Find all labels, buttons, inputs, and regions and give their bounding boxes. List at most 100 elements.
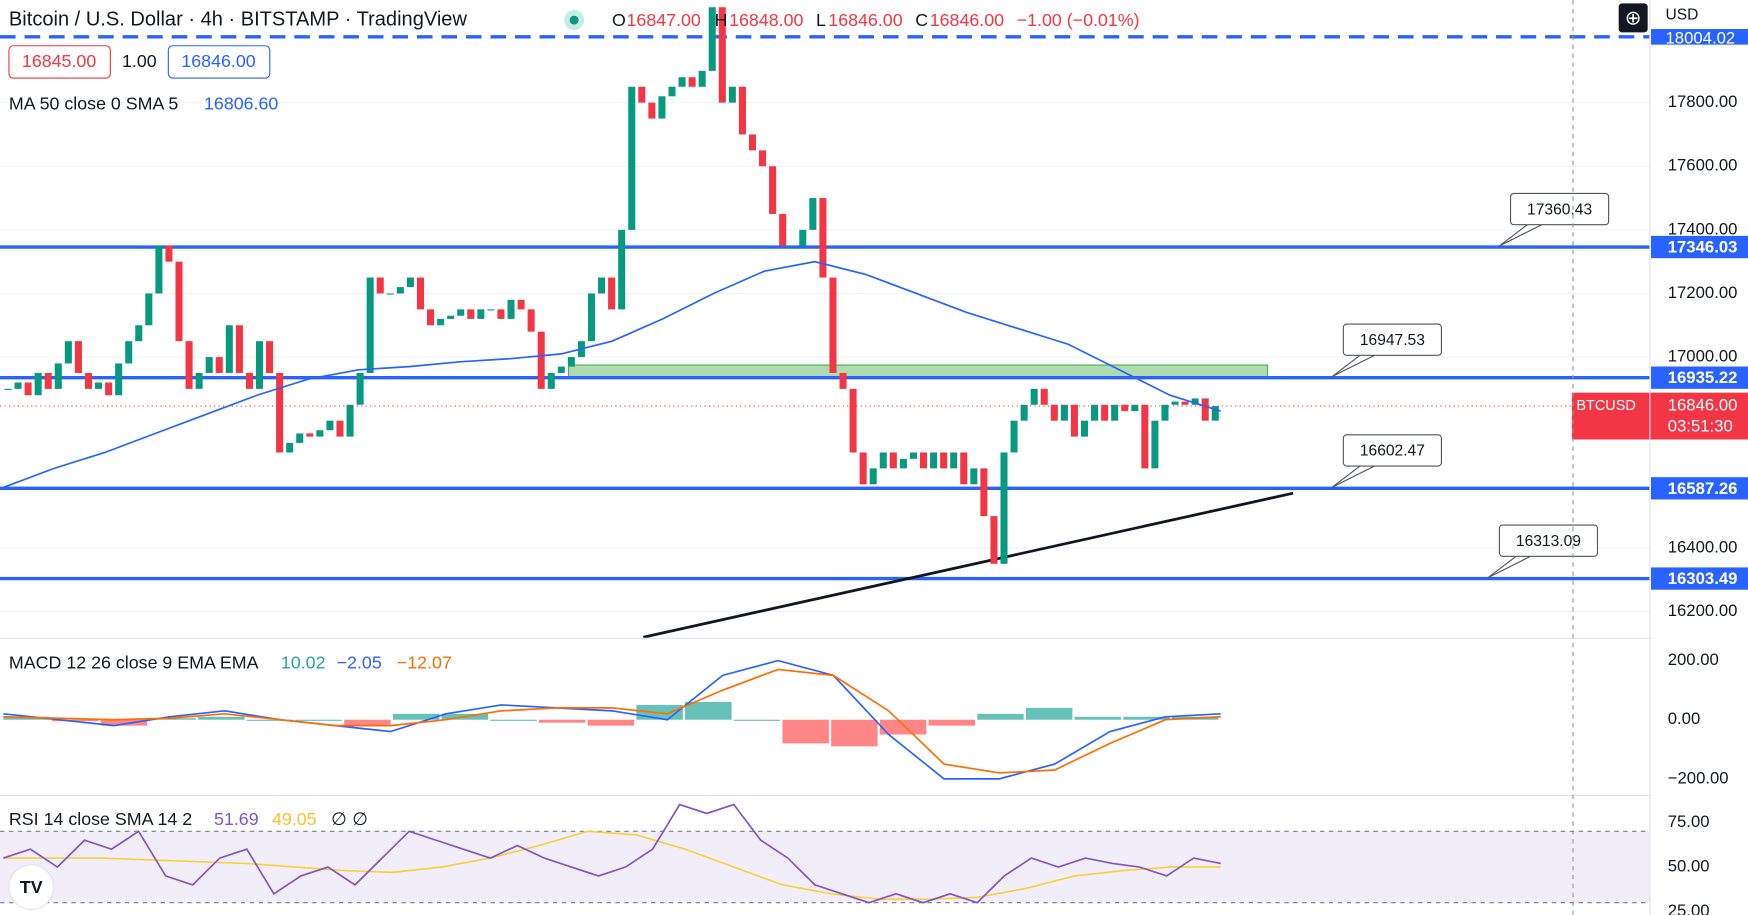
candle <box>799 229 807 246</box>
candle <box>789 245 797 247</box>
macd-hist-bar <box>198 716 245 720</box>
candle <box>718 7 726 103</box>
title: Bitcoin / U.S. Dollar · 4h · BITSTAMP · … <box>9 8 468 30</box>
macd-legend: MACD 12 26 close 9 EMA EMA <box>9 653 259 673</box>
candle <box>155 245 163 294</box>
candle <box>4 388 12 390</box>
candle <box>648 102 656 119</box>
candle <box>869 468 877 485</box>
candle <box>1101 404 1109 421</box>
candle <box>1161 404 1169 421</box>
currency-menu[interactable]: USD <box>1666 7 1699 24</box>
candle <box>779 213 787 246</box>
callout-text: 17360.43 <box>1527 201 1592 218</box>
candle <box>990 516 998 564</box>
candle <box>84 372 92 389</box>
last-price: 16846.00 <box>1668 395 1738 414</box>
level-label-bg <box>1651 235 1748 259</box>
candle <box>638 86 646 103</box>
callout-pointer <box>1331 354 1375 378</box>
macd-hist-bar <box>538 719 586 723</box>
last-price-bg <box>1571 392 1748 440</box>
macd-hist-bar <box>733 719 781 721</box>
callout-pointer <box>1499 224 1543 247</box>
candle <box>930 452 938 469</box>
candle <box>517 299 525 310</box>
candle <box>1050 404 1058 421</box>
callout-box <box>1509 192 1610 226</box>
candle <box>1171 401 1179 405</box>
candle <box>507 299 515 319</box>
candle <box>1060 404 1068 421</box>
candle <box>255 341 264 389</box>
level-label-bg <box>1651 477 1748 500</box>
macd-tick-label: 0.00 <box>1668 709 1701 728</box>
candle <box>1091 404 1099 421</box>
candle <box>487 309 495 311</box>
candle <box>175 261 183 342</box>
candle <box>759 150 767 167</box>
candle <box>1020 404 1028 421</box>
price-tick-label: 16400.00 <box>1668 537 1738 556</box>
macd-hist-bar <box>392 713 440 720</box>
rsi-line <box>3 803 1221 904</box>
candle <box>145 293 153 326</box>
rsi-sma-value: 49.05 <box>272 809 317 829</box>
candle <box>1111 404 1119 421</box>
callout-pointer <box>1487 555 1531 578</box>
macd-hist-bar <box>928 719 976 726</box>
ohlc-label: O <box>612 10 626 30</box>
candle <box>587 293 596 342</box>
callout-box <box>1342 434 1442 467</box>
candle <box>235 325 243 373</box>
candle <box>567 357 575 367</box>
buy-price: 16846.00 <box>181 51 255 71</box>
logo <box>8 864 55 910</box>
level-label: 16935.22 <box>1668 368 1738 387</box>
buy-button[interactable] <box>167 45 271 79</box>
candle <box>678 77 686 87</box>
macd-hist-bar <box>344 719 391 726</box>
callout-pointer <box>1331 465 1375 488</box>
macd-hist-bar <box>3 716 50 720</box>
candle <box>477 309 485 319</box>
add-icon: ⊕ <box>1625 7 1642 29</box>
candle <box>457 309 465 316</box>
candle <box>688 77 696 87</box>
rsi-tick-label: 75.00 <box>1668 812 1710 831</box>
candle <box>909 452 917 459</box>
candle <box>950 452 958 469</box>
sell-button[interactable] <box>8 45 111 79</box>
rsi-legend: RSI 14 close SMA 14 2 <box>9 809 192 829</box>
macd-hist-bar <box>879 719 927 735</box>
candle <box>24 382 32 396</box>
level-label: 17346.03 <box>1668 238 1738 257</box>
macd-hist-bar <box>587 719 635 726</box>
candle <box>105 382 113 396</box>
top-level-label: 18004.02 <box>1666 28 1736 47</box>
candle <box>205 357 213 373</box>
candle <box>748 134 757 151</box>
candle <box>427 309 435 326</box>
macd-hist-value: 10.02 <box>281 653 326 673</box>
candle <box>1080 420 1089 437</box>
ohlc-value: 16848.00 <box>729 10 803 30</box>
candle <box>165 245 173 262</box>
candle <box>386 293 394 295</box>
candle <box>356 372 364 405</box>
candle <box>336 420 344 437</box>
rsi-tick-label: 25.00 <box>1668 901 1710 915</box>
signal-line <box>3 668 1221 774</box>
price-tick-label: 17000.00 <box>1668 346 1738 365</box>
level-label: 16303.49 <box>1668 569 1738 588</box>
candle <box>809 198 817 230</box>
add-button[interactable] <box>1618 3 1648 33</box>
ma-value: 16806.60 <box>204 94 278 114</box>
countdown: 03:51:30 <box>1668 417 1733 436</box>
macd-hist-bar <box>1123 716 1170 720</box>
rsi-tick-label: 50.00 <box>1668 856 1710 875</box>
candle <box>316 430 324 437</box>
candle <box>135 325 143 342</box>
ma-legend: MA 50 close 0 SMA 5 <box>9 94 178 114</box>
price-tick-label: 17400.00 <box>1668 219 1738 238</box>
